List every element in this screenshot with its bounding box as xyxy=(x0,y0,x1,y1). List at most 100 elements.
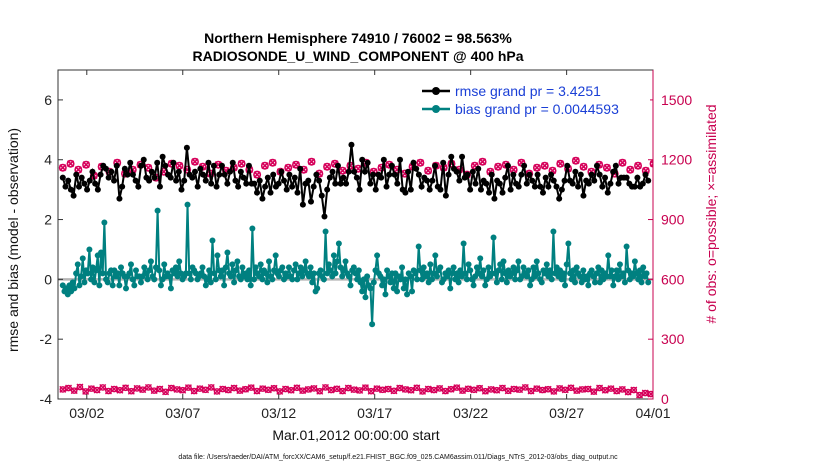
obs-assimilated-low-marker xyxy=(253,387,261,395)
series-rmse-point xyxy=(604,189,611,196)
series-bias-point xyxy=(404,291,411,298)
series-rmse-point xyxy=(113,162,120,169)
obs-assimilated-low-marker xyxy=(333,385,341,393)
series-rmse-point xyxy=(343,180,350,187)
series-rmse-point xyxy=(615,180,622,187)
obs-possible-low-marker xyxy=(630,386,638,394)
series-bias-point xyxy=(167,285,174,292)
obs-possible-low-marker xyxy=(162,388,169,396)
series-bias-point xyxy=(279,264,286,271)
series-rmse-point xyxy=(521,162,528,169)
series-bias-point xyxy=(533,258,540,265)
obs-assimilated-low-marker xyxy=(219,385,227,393)
series-bias-point xyxy=(157,282,164,289)
series-rmse-point xyxy=(577,171,584,178)
obs-possible-low-marker xyxy=(282,385,289,393)
obs-possible-low-marker xyxy=(413,384,421,392)
series-bias-point xyxy=(415,243,422,250)
series-bias-point xyxy=(227,273,234,280)
series-rmse-point xyxy=(178,186,185,193)
obs-possible-marker xyxy=(82,160,91,169)
obs-assimilated-marker xyxy=(175,162,183,170)
obs-assimilated-low-marker xyxy=(436,384,444,392)
obs-assimilated-low-marker xyxy=(504,387,512,395)
series-bias-point xyxy=(482,282,489,289)
series-bias-point xyxy=(161,261,168,268)
obs-possible-low-marker xyxy=(430,386,438,394)
series-rmse-point xyxy=(534,171,541,178)
series-bias-point xyxy=(580,267,587,274)
series-bias-point xyxy=(548,276,555,283)
obs-assimilated-low-marker xyxy=(584,385,592,393)
series-rmse-point xyxy=(639,180,646,187)
series-rmse-point xyxy=(78,174,85,181)
y-right-tick-label: 0 xyxy=(661,391,669,407)
series-rmse-point xyxy=(467,186,474,193)
obs-possible-marker xyxy=(494,162,503,171)
series-bias-point xyxy=(104,279,111,286)
series-bias-point xyxy=(212,276,219,283)
obs-assimilated-low-marker xyxy=(184,384,192,392)
x-tick-label: 03/02 xyxy=(69,405,104,421)
y-left-tick-label: -4 xyxy=(40,391,53,407)
obs-assimilated-low-marker xyxy=(413,384,421,392)
obs-assimilated-low-marker xyxy=(384,385,392,393)
series-bias-point xyxy=(460,240,467,247)
obs-assimilated-low-marker xyxy=(93,386,101,394)
obs-assimilated-marker xyxy=(416,159,424,167)
series-bias-point xyxy=(448,270,455,277)
obs-possible-low-marker xyxy=(150,387,158,394)
obs-assimilated-low-marker xyxy=(624,388,632,396)
series-bias-point xyxy=(355,267,362,274)
obs-possible-marker xyxy=(478,157,487,166)
series-bias-point xyxy=(264,279,271,286)
series-rmse-point xyxy=(359,156,366,163)
series-bias-point xyxy=(463,276,470,283)
y-axis-left: -4 -2 0 2 4 6 xyxy=(40,92,63,407)
series-rmse-point xyxy=(488,171,495,178)
series-bias-point xyxy=(465,261,472,268)
series-bias-point xyxy=(79,255,86,262)
obs-assimilated-low-marker xyxy=(264,386,272,394)
obs-assimilated-low-marker xyxy=(167,384,175,392)
obs-assimilated-marker xyxy=(626,166,634,174)
series-bias-point xyxy=(309,279,316,286)
series-rmse-point xyxy=(348,141,355,148)
obs-assimilated-low-marker xyxy=(533,385,541,393)
series-rmse-point xyxy=(378,174,385,181)
series-rmse-point xyxy=(175,168,182,175)
obs-assimilated-marker xyxy=(533,164,541,172)
obs-possible-marker xyxy=(183,165,192,174)
series-bias-point xyxy=(397,276,404,283)
obs-assimilated-marker xyxy=(261,162,269,170)
obs-assimilated-low-marker xyxy=(424,385,432,393)
series-rmse-point xyxy=(129,171,136,178)
series-rmse-point xyxy=(329,168,336,175)
series-rmse-point xyxy=(599,183,606,190)
footer-data-file: data file: /Users/raeder/DAI/ATM_forcXX/… xyxy=(178,454,618,461)
series-bias-point xyxy=(478,273,485,280)
series-bias-point xyxy=(523,273,530,280)
series-rmse-point xyxy=(94,186,101,193)
obs-assimilated-low-marker xyxy=(407,386,415,394)
series-rmse-point xyxy=(645,177,652,184)
series-rmse-point xyxy=(105,174,112,181)
obs-possible-marker xyxy=(307,157,316,166)
y-left-tick-label: 0 xyxy=(44,271,52,287)
series-rmse-point xyxy=(564,162,571,169)
series-rmse-point xyxy=(286,171,293,178)
series-bias-point xyxy=(222,264,229,271)
series-rmse-point xyxy=(210,162,217,169)
obs-assimilated-low-marker xyxy=(521,383,529,391)
series-bias-point xyxy=(513,267,520,274)
series-rmse-point xyxy=(334,162,341,169)
obs-possible-marker xyxy=(602,163,611,172)
series-bias-point xyxy=(232,267,239,274)
series-rmse-point xyxy=(310,183,317,190)
series-rmse-point xyxy=(97,171,104,178)
obs-assimilated-low-marker xyxy=(441,387,449,395)
series-bias-point xyxy=(643,270,650,277)
obs-assimilated-low-marker xyxy=(544,385,552,393)
series-rmse-point xyxy=(132,177,139,184)
obs-possible-low-marker xyxy=(522,384,529,391)
